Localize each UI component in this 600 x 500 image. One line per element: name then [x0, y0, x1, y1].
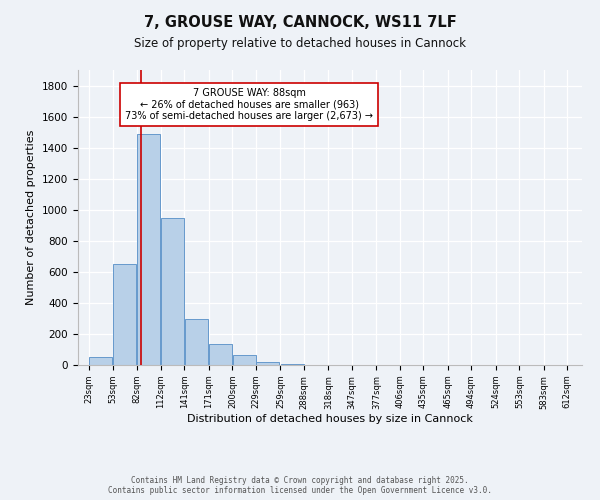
Bar	[256, 362, 280, 365]
Text: Contains HM Land Registry data © Crown copyright and database right 2025.
Contai: Contains HM Land Registry data © Crown c…	[108, 476, 492, 495]
Text: 7 GROUSE WAY: 88sqm
← 26% of detached houses are smaller (963)
73% of semi-detac: 7 GROUSE WAY: 88sqm ← 26% of detached ho…	[125, 88, 373, 121]
Bar	[209, 344, 232, 365]
Bar	[161, 218, 184, 365]
Bar	[137, 134, 160, 365]
X-axis label: Distribution of detached houses by size in Cannock: Distribution of detached houses by size …	[187, 414, 473, 424]
Y-axis label: Number of detached properties: Number of detached properties	[26, 130, 37, 305]
Bar	[113, 264, 136, 365]
Text: 7, GROUSE WAY, CANNOCK, WS11 7LF: 7, GROUSE WAY, CANNOCK, WS11 7LF	[143, 15, 457, 30]
Bar	[233, 355, 256, 365]
Bar	[281, 364, 304, 365]
Bar	[89, 357, 112, 365]
Bar	[185, 319, 208, 365]
Text: Size of property relative to detached houses in Cannock: Size of property relative to detached ho…	[134, 38, 466, 51]
